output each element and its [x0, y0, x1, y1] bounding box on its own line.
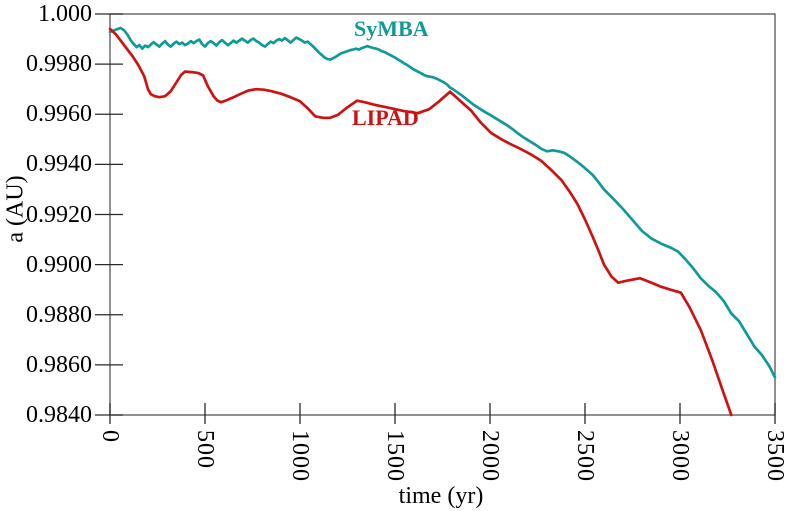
symba-line [108, 26, 777, 379]
y-tick-label: 0.9900 [26, 251, 92, 278]
plot-border [109, 13, 776, 416]
y-tick-label: 0.9940 [26, 151, 92, 178]
y-tick-label: 0.9920 [26, 201, 92, 228]
series-label-lipad: LIPAD [352, 105, 419, 130]
y-tick-label: 0.9980 [26, 51, 92, 78]
y-tick-label: 1.000 [38, 1, 92, 27]
x-tick-label: 1000 [287, 430, 313, 482]
y-tick-label: 0.9960 [26, 101, 92, 128]
series-label-symba: SyMBA [354, 16, 429, 41]
y-tick-label: 0.9880 [26, 301, 92, 328]
x-tick-label: 500 [192, 430, 218, 469]
x-tick-label: 3000 [667, 430, 693, 482]
x-axis-title: time (yr) [398, 483, 484, 509]
y-axis-title: a (AU) [2, 175, 29, 243]
lipad-line [108, 27, 733, 417]
y-tick-label: 0.9840 [26, 402, 92, 428]
x-tick-label: 3500 [762, 430, 788, 482]
x-tick-label: 1500 [382, 430, 408, 482]
x-tick-label: 0 [97, 430, 123, 443]
x-tick-label: 2000 [477, 430, 503, 482]
x-tick-label: 2500 [572, 430, 598, 482]
y-tick-label: 0.9860 [26, 351, 92, 378]
